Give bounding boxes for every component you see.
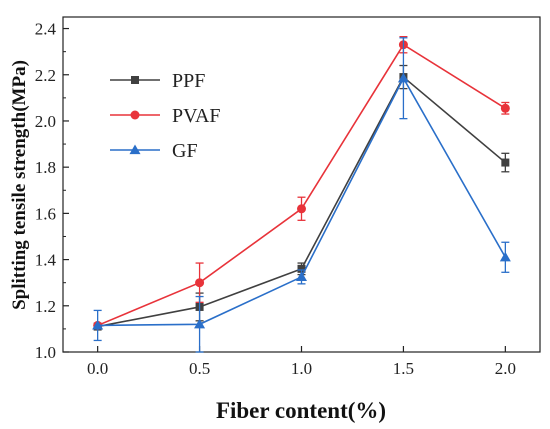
series-layer (92, 35, 511, 353)
data-point (397, 72, 409, 83)
x-axis-ticks: 0.0 0.5 1.0 1.5 2.0 (87, 346, 516, 378)
y-tick-label: 1.4 (35, 251, 57, 270)
legend-label: GF (172, 140, 198, 162)
legend-item-ppf: PPF (110, 70, 205, 92)
data-point (297, 264, 306, 273)
x-tick-label: 0.0 (87, 359, 108, 378)
legend-marker (130, 110, 140, 120)
x-tick-label: 1.5 (393, 359, 414, 378)
y-tick-label: 1.0 (35, 343, 56, 362)
data-point (195, 278, 205, 288)
y-tick-label: 1.6 (35, 204, 56, 223)
series-gf (92, 37, 511, 353)
y-axis-title: Splitting tensile strength(MPa) (9, 60, 30, 310)
legend-label: PVAF (172, 105, 221, 127)
y-tick-label: 2.0 (35, 112, 56, 131)
y-tick-label: 1.2 (35, 297, 56, 316)
legend: PPF PVAF GF (110, 70, 221, 162)
plot-frame (62, 16, 541, 353)
x-tick-label: 2.0 (495, 359, 516, 378)
data-point (501, 158, 510, 167)
legend-item-gf: GF (110, 140, 198, 162)
data-point (500, 103, 510, 113)
data-point (296, 271, 307, 282)
y-tick-label: 2.2 (35, 66, 56, 85)
y-tick-label: 2.4 (35, 20, 57, 39)
y-tick-label: 1.8 (35, 158, 56, 177)
legend-marker (131, 76, 139, 84)
data-point (297, 204, 306, 214)
data-point (92, 319, 104, 330)
x-tick-label: 0.5 (189, 359, 210, 378)
legend-item-pvaf: PVAF (110, 105, 221, 127)
x-tick-label: 1.0 (291, 359, 312, 378)
y-axis-ticks: 1.0 1.2 1.4 1.6 1.8 2.0 2.2 2.4 (35, 20, 69, 362)
x-axis-title: Fiber content(%) (216, 398, 386, 423)
legend-marker (129, 144, 141, 155)
legend-label: PPF (172, 70, 205, 92)
data-point (499, 251, 511, 262)
data-point (194, 318, 206, 329)
